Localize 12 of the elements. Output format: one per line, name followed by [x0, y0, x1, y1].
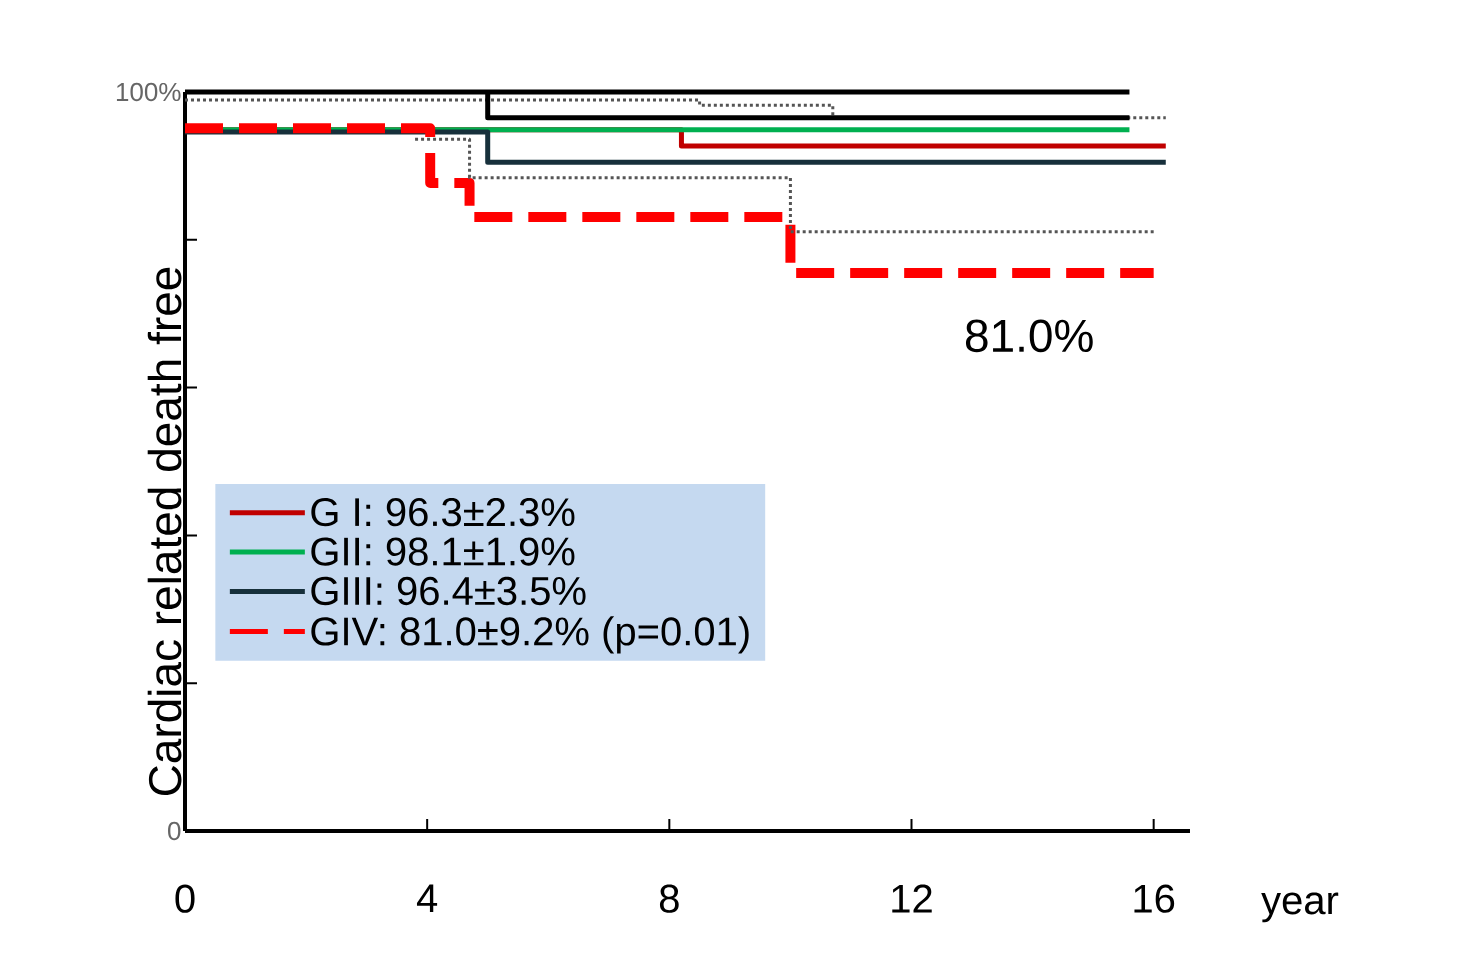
x-tick-label: 12	[892, 884, 932, 913]
annotation: 81.0%	[965, 319, 1093, 353]
x-tick-label: 4	[416, 884, 438, 913]
x-tick-label: 8	[659, 884, 679, 913]
x-axis-title: year	[1261, 892, 1339, 923]
legend-label: G I: 96.3±2.3%	[311, 497, 575, 527]
y-tick-label: 100%	[116, 82, 181, 102]
legend-label: GIV: 81.0±9.2% (p=0.01)	[311, 616, 749, 654]
x-tick-label: 16	[1134, 884, 1175, 913]
legend-label: GII: 98.1±1.9%	[311, 537, 575, 566]
y-axis-title: Cardiac related death free	[147, 267, 182, 796]
legend-label: GIII: 96.4±3.5%	[311, 576, 586, 606]
